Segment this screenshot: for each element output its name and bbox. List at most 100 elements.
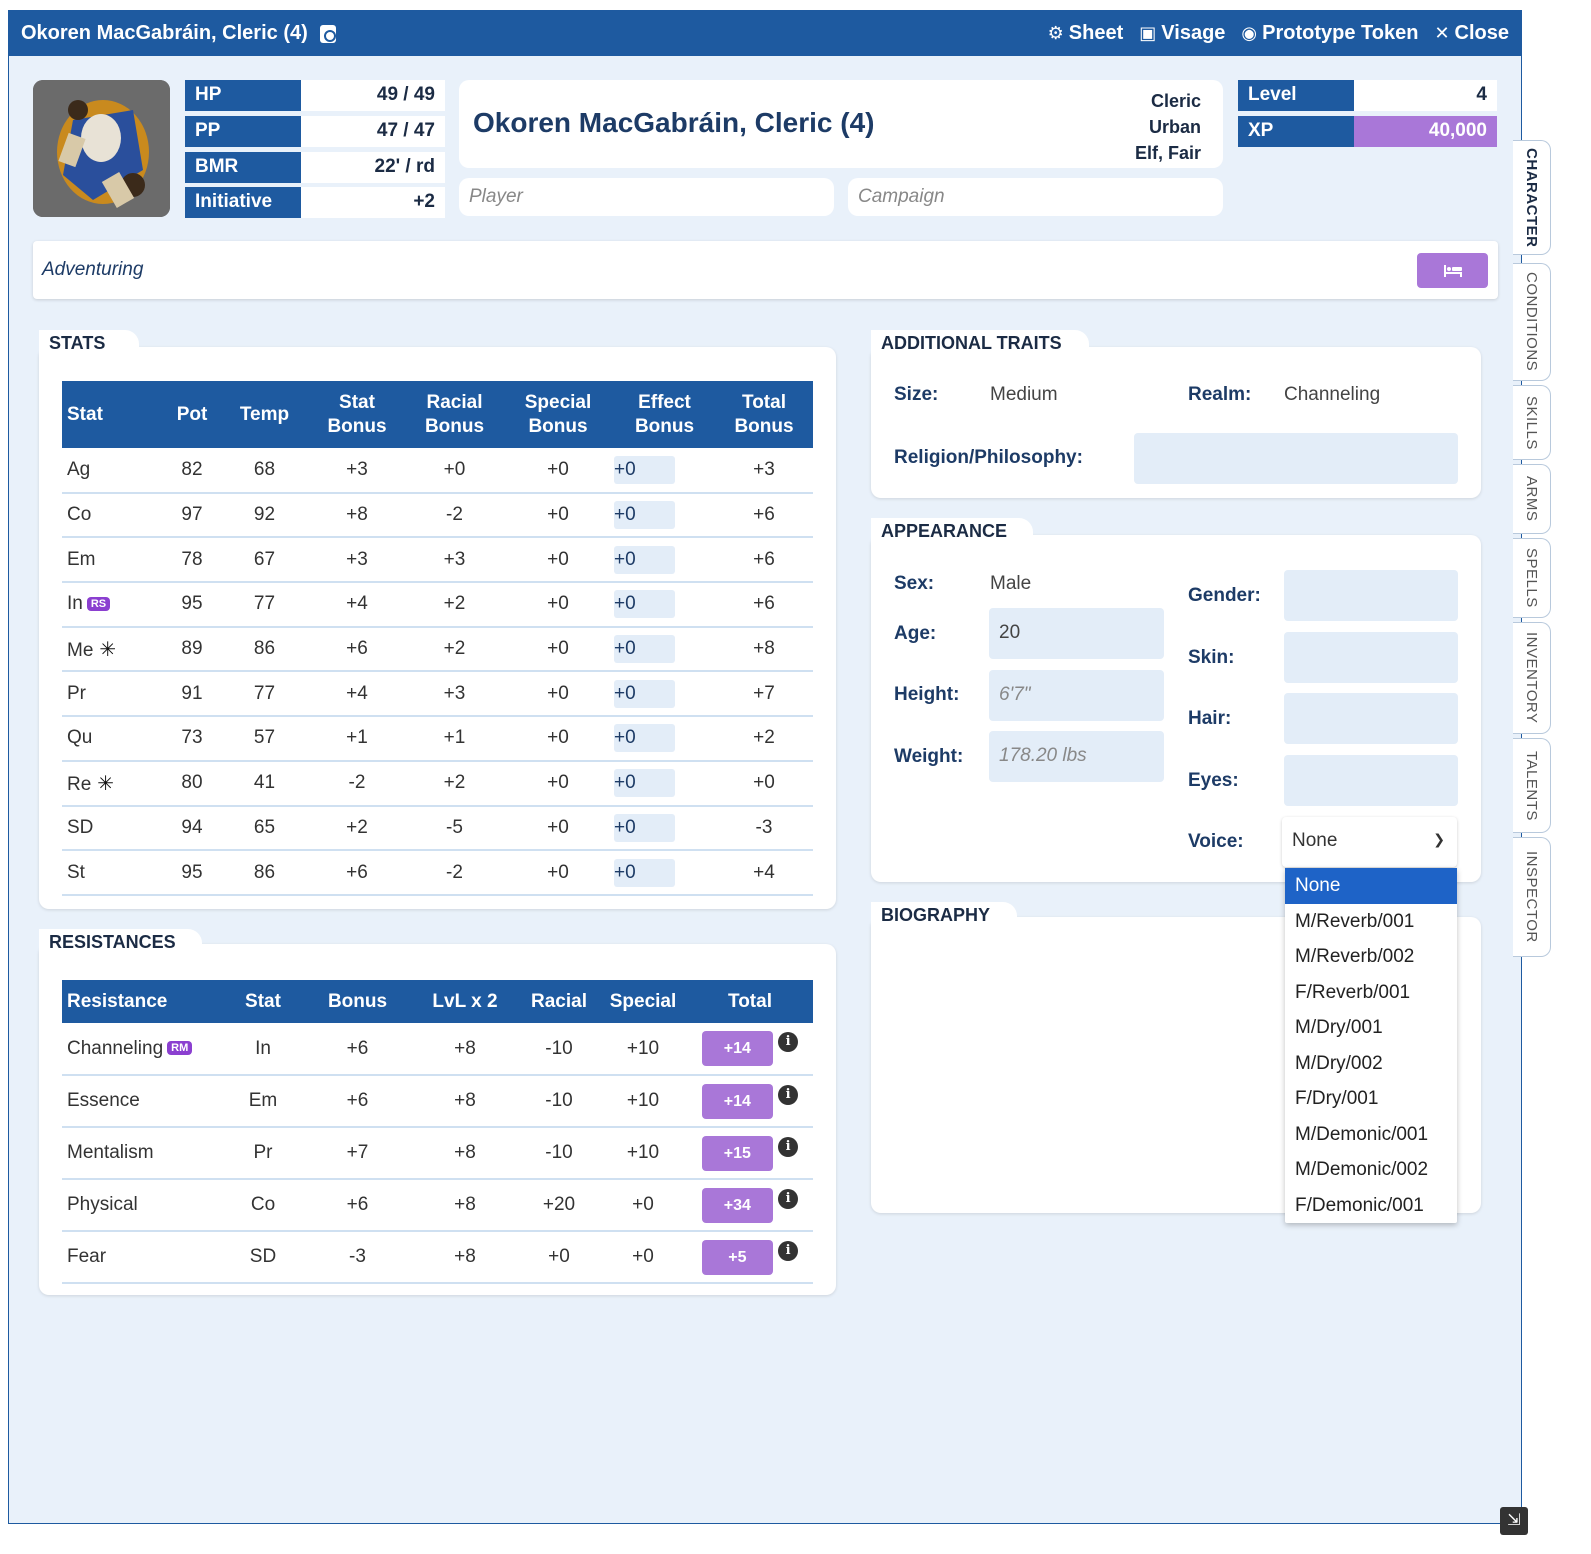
tab-inspector[interactable]: INSPECTOR xyxy=(1513,837,1551,957)
info-icon[interactable]: i xyxy=(778,1136,799,1157)
total-bonus: +6 xyxy=(715,582,813,628)
character-portrait[interactable] xyxy=(33,80,170,217)
stat-pot[interactable]: 97 xyxy=(162,492,222,539)
voice-option[interactable]: F/Demonic/001 xyxy=(1295,1194,1424,1216)
info-icon[interactable]: i xyxy=(778,1084,799,1105)
xp-value[interactable]: 40,000 xyxy=(1354,116,1497,147)
tab-skills[interactable]: SKILLS xyxy=(1513,385,1551,460)
tab-character[interactable]: CHARACTER xyxy=(1513,140,1551,255)
info-icon[interactable]: i xyxy=(778,1240,799,1261)
effect-bonus-input[interactable]: +0 xyxy=(614,769,675,798)
voice-option[interactable]: None xyxy=(1285,868,1457,904)
level-value[interactable]: 4 xyxy=(1354,80,1497,111)
voice-option[interactable]: M/Dry/001 xyxy=(1295,1017,1383,1038)
prototype-token-button[interactable]: ◉ Prototype Token xyxy=(1241,22,1419,44)
resistance-roll-button[interactable]: +14 xyxy=(701,1031,773,1066)
stat-bonus: +1 xyxy=(307,716,407,762)
effect-bonus-input[interactable]: +0 xyxy=(614,455,675,484)
stat-pot[interactable]: 95 xyxy=(162,850,222,896)
religion-label: Religion/Philosophy: xyxy=(894,447,1083,468)
info-icon[interactable]: i xyxy=(778,1188,799,1209)
tab-arms[interactable]: ARMS xyxy=(1513,464,1551,534)
tab-conditions[interactable]: CONDITIONS xyxy=(1513,263,1551,381)
resistance-roll-button[interactable]: +5 xyxy=(701,1239,773,1275)
stat-name: Co xyxy=(62,492,162,539)
hair-input[interactable] xyxy=(1284,693,1458,744)
rest-button[interactable] xyxy=(1417,253,1488,288)
effect-bonus-input[interactable]: +0 xyxy=(614,724,675,753)
stat-temp[interactable]: 86 xyxy=(222,626,307,673)
height-input[interactable]: 6'7" xyxy=(989,670,1164,721)
stat-pot[interactable]: 80 xyxy=(162,760,222,807)
effect-bonus-input[interactable]: +0 xyxy=(614,545,675,574)
tab-inventory[interactable]: INVENTORY xyxy=(1513,622,1551,734)
voice-option[interactable]: F/Dry/001 xyxy=(1295,1088,1379,1109)
effect-bonus-input[interactable]: +0 xyxy=(614,501,675,530)
resistance-roll-button[interactable]: +15 xyxy=(701,1135,773,1171)
skin-input[interactable] xyxy=(1284,632,1458,683)
eyes-input[interactable] xyxy=(1284,755,1458,806)
info-icon[interactable]: i xyxy=(778,1032,799,1052)
religion-input[interactable] xyxy=(1134,433,1458,484)
effect-bonus-input[interactable]: +0 xyxy=(614,858,675,887)
stat-temp[interactable]: 65 xyxy=(222,805,307,852)
stat-pot[interactable]: 91 xyxy=(162,671,222,718)
voice-option[interactable]: M/Demonic/002 xyxy=(1295,1159,1429,1180)
resize-handle-icon[interactable]: ⇲ xyxy=(1500,1507,1528,1535)
stat-pot[interactable]: 95 xyxy=(162,582,222,628)
resistance-roll-button[interactable]: +14 xyxy=(701,1083,773,1119)
hp-box: HP 49 / 49 xyxy=(185,80,445,111)
resistance-roll-button[interactable]: +34 xyxy=(701,1187,773,1223)
voice-option[interactable]: M/Reverb/001 xyxy=(1295,910,1415,932)
visage-button[interactable]: ▣ Visage xyxy=(1139,22,1226,44)
close-button[interactable]: ✕ Close xyxy=(1434,22,1509,44)
effect-bonus-input[interactable]: +0 xyxy=(614,813,675,842)
stat-row-me: Me ✳ 89 86 +6 +2 +0 +0 +8 xyxy=(62,626,813,673)
campaign-input[interactable]: Campaign xyxy=(848,178,1223,216)
bed-icon xyxy=(1443,264,1462,277)
weight-input[interactable]: 178.20 lbs xyxy=(989,731,1164,782)
stat-temp[interactable]: 68 xyxy=(222,448,307,494)
voice-label: Voice: xyxy=(1188,831,1244,852)
gear-icon: ⚙ xyxy=(1047,23,1064,43)
player-input[interactable]: Player xyxy=(459,178,834,216)
title-bar[interactable]: Okoren MacGabráin, Cleric (4) ⚙ Sheet ▣ Vi… xyxy=(9,11,1521,56)
voice-option[interactable]: M/Dry/002 xyxy=(1295,1052,1383,1074)
stat-pot[interactable]: 82 xyxy=(162,448,222,494)
stat-pot[interactable]: 73 xyxy=(162,716,222,762)
total-bonus: +2 xyxy=(715,716,813,762)
age-input[interactable]: 20 xyxy=(989,608,1164,659)
voice-option[interactable]: M/Reverb/002 xyxy=(1295,946,1415,967)
stat-temp[interactable]: 92 xyxy=(222,492,307,539)
resistance-level: +8 xyxy=(411,1023,519,1076)
tab-talents[interactable]: TALENTS xyxy=(1513,738,1551,833)
gender-input[interactable] xyxy=(1284,570,1458,621)
effect-bonus-input[interactable]: +0 xyxy=(614,590,675,619)
stat-pot[interactable]: 89 xyxy=(162,626,222,673)
special-bonus: +0 xyxy=(502,850,614,896)
tab-spells[interactable]: SPELLS xyxy=(1513,538,1551,618)
stat-temp[interactable]: 77 xyxy=(222,582,307,628)
stat-pot[interactable]: 78 xyxy=(162,537,222,584)
pp-value[interactable]: 47 / 47 xyxy=(301,116,445,147)
stat-bonus: +6 xyxy=(307,626,407,673)
hp-value[interactable]: 49 / 49 xyxy=(301,80,445,111)
effect-bonus: +0 xyxy=(614,671,715,718)
sheet-button[interactable]: ⚙ Sheet xyxy=(1047,22,1124,44)
stat-temp[interactable]: 67 xyxy=(222,537,307,584)
stat-temp[interactable]: 41 xyxy=(222,760,307,807)
stat-pot[interactable]: 94 xyxy=(162,805,222,852)
stat-temp[interactable]: 77 xyxy=(222,671,307,718)
stat-temp[interactable]: 86 xyxy=(222,850,307,896)
voice-option[interactable]: F/Reverb/001 xyxy=(1295,981,1411,1003)
character-name[interactable]: Okoren MacGabráin, Cleric (4) xyxy=(473,107,875,138)
effect-bonus-input[interactable]: +0 xyxy=(614,679,675,708)
effect-bonus-input[interactable]: +0 xyxy=(614,635,675,664)
resistance-name: Fear xyxy=(62,1231,222,1284)
stat-temp[interactable]: 57 xyxy=(222,716,307,762)
racial-bonus: +1 xyxy=(407,716,502,762)
resistance-special: +0 xyxy=(599,1179,687,1232)
voice-option[interactable]: M/Demonic/001 xyxy=(1295,1123,1429,1145)
document-id-icon[interactable] xyxy=(319,24,336,43)
voice-select[interactable]: None ❯ xyxy=(1282,817,1457,867)
